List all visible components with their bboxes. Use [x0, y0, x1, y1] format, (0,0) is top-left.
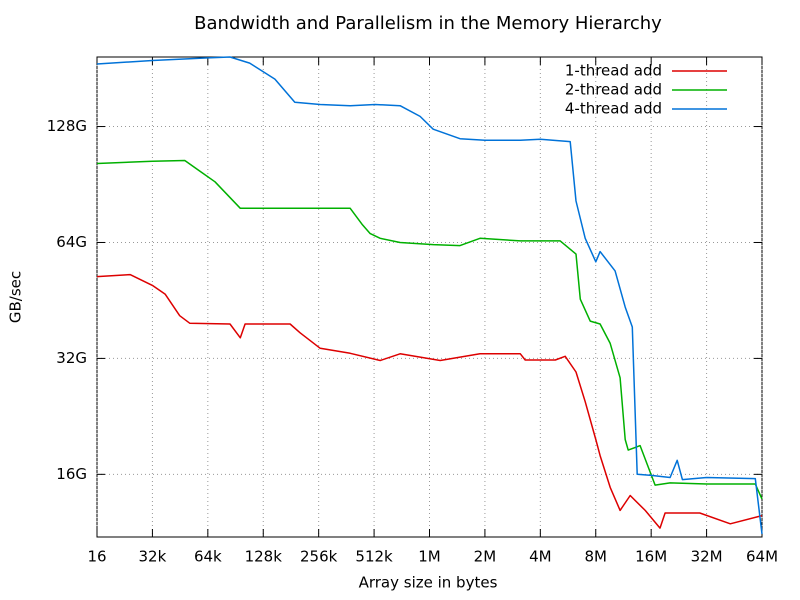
- x-axis-label: Array size in bytes: [359, 574, 498, 592]
- y-tick-label: 32G: [56, 349, 87, 367]
- x-tick-label: 16: [87, 548, 106, 566]
- x-tick-label: 32k: [139, 548, 167, 566]
- series-line: [96, 56, 763, 535]
- x-tick-label: 64M: [746, 548, 778, 566]
- x-tick-label: 64k: [194, 548, 222, 566]
- y-axis-label: GB/sec: [7, 271, 25, 323]
- x-tick-label: 4M: [529, 548, 552, 566]
- x-tick-label: 32M: [691, 548, 723, 566]
- y-tick-label: 64G: [56, 233, 87, 251]
- series-line: [96, 159, 763, 500]
- x-tick-label: 2M: [474, 548, 497, 566]
- legend-label: 4-thread add: [565, 100, 662, 118]
- y-tick-label: 16G: [56, 465, 87, 483]
- y-tick-label: 128G: [47, 117, 87, 135]
- x-tick-label: 8M: [585, 548, 608, 566]
- chart-title: Bandwidth and Parallelism in the Memory …: [194, 13, 662, 34]
- x-tick-label: 128k: [245, 548, 283, 566]
- x-tick-label: 16M: [635, 548, 667, 566]
- legend-label: 1-thread add: [565, 62, 662, 80]
- x-tick-label: 512k: [355, 548, 393, 566]
- legend-label: 2-thread add: [565, 81, 662, 99]
- x-tick-label: 256k: [300, 548, 338, 566]
- x-tick-label: 1M: [418, 548, 441, 566]
- series-line: [96, 273, 763, 529]
